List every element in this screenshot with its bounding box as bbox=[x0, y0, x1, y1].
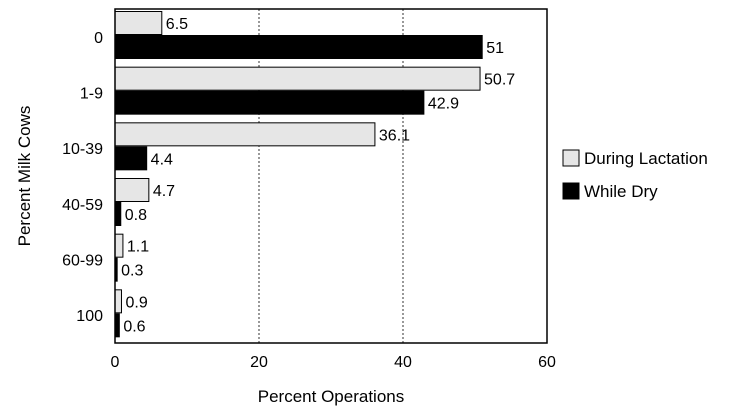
data-label: 36.1 bbox=[379, 127, 410, 144]
data-label: 0.6 bbox=[123, 318, 145, 335]
x-tick-label: 40 bbox=[394, 354, 412, 371]
data-label: 0.3 bbox=[121, 263, 143, 280]
data-label: 0.9 bbox=[125, 294, 147, 311]
plot-area bbox=[114, 8, 548, 344]
category-label: 10-39 bbox=[62, 141, 103, 158]
bar bbox=[114, 122, 376, 147]
legend-label: During Lactation bbox=[584, 149, 708, 168]
data-label: 42.9 bbox=[428, 96, 459, 113]
bar bbox=[114, 90, 425, 115]
bar bbox=[114, 11, 163, 35]
bar bbox=[114, 146, 148, 171]
bar bbox=[114, 35, 483, 59]
data-label: 0.8 bbox=[125, 207, 147, 224]
data-label: 50.7 bbox=[484, 72, 515, 89]
legend-label: While Dry bbox=[584, 182, 658, 201]
data-labels: 6.5 51 50.7 42.9 36.1 4.4 4.7 0.8 1.1 0.3 0.9 0.6 bbox=[121, 16, 515, 335]
data-label: 4.4 bbox=[151, 151, 173, 168]
legend: During Lactation While Dry bbox=[562, 149, 708, 201]
x-tick-labels: 0 20 40 60 bbox=[111, 354, 556, 371]
x-tick-label: 60 bbox=[538, 354, 556, 371]
y-axis-title: Percent Milk Cows bbox=[15, 106, 34, 247]
bars bbox=[114, 11, 483, 338]
data-label: 4.7 bbox=[153, 183, 175, 200]
category-label: 40-59 bbox=[62, 197, 103, 214]
bar bbox=[114, 202, 122, 226]
data-label: 1.1 bbox=[127, 239, 149, 256]
x-axis-title: Percent Operations bbox=[258, 387, 404, 406]
data-label: 6.5 bbox=[166, 16, 188, 33]
bar bbox=[114, 233, 124, 258]
category-label: 100 bbox=[76, 308, 103, 325]
bar bbox=[114, 178, 150, 202]
legend-swatch bbox=[562, 149, 580, 167]
category-labels: 0 1-9 10-39 40-59 60-99 100 bbox=[62, 30, 103, 325]
category-label: 0 bbox=[94, 30, 103, 47]
bar bbox=[114, 289, 122, 314]
x-tick-label: 0 bbox=[111, 354, 120, 371]
grid-lines bbox=[258, 9, 404, 343]
x-tick-label: 20 bbox=[250, 354, 268, 371]
legend-swatch bbox=[562, 182, 580, 200]
bar bbox=[114, 66, 481, 91]
category-label: 60-99 bbox=[62, 253, 103, 270]
category-label: 1-9 bbox=[80, 86, 103, 103]
data-label: 51 bbox=[486, 40, 504, 57]
